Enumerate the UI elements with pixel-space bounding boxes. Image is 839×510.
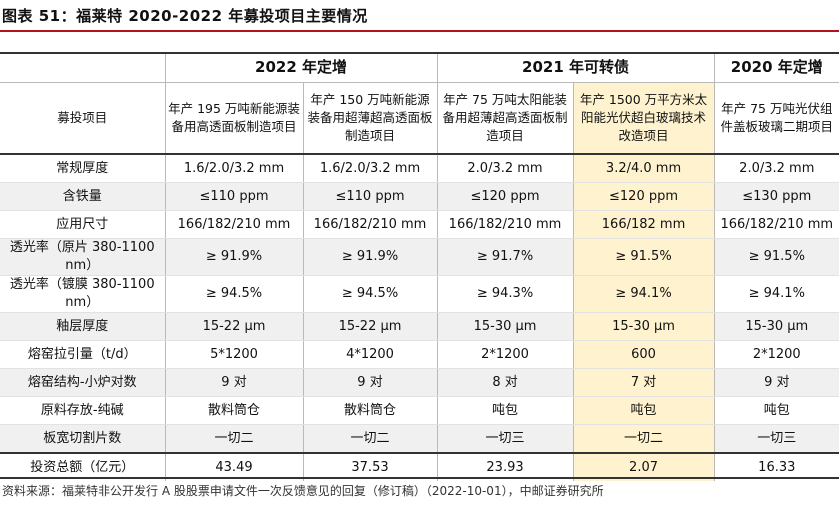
table-cell: 2.07 bbox=[572, 452, 715, 481]
table-cell: 1.6/2.0/3.2 mm bbox=[164, 154, 303, 183]
table-cell: 2.0/3.2 mm bbox=[713, 154, 839, 183]
project-name: 年产 75 万吨太阳能装备用超薄超高透面板制造项目 bbox=[436, 82, 574, 155]
table-cell: 23.93 bbox=[436, 452, 574, 481]
row-label: 熔窑结构-小炉对数 bbox=[0, 368, 165, 397]
corner-cell bbox=[0, 52, 165, 83]
table-cell: 3.2/4.0 mm bbox=[572, 154, 715, 183]
table-bottom-rule bbox=[0, 477, 839, 479]
table-row: 熔窑拉引量（t/d） 5*1200 4*1200 2*1200 600 2*12… bbox=[0, 340, 839, 369]
table-cell: ≥ 94.1% bbox=[713, 275, 839, 313]
table-row: 应用尺寸 166/182/210 mm 166/182/210 mm 166/1… bbox=[0, 210, 839, 239]
table-cell: 15-30 µm bbox=[713, 312, 839, 341]
row-label: 常规厚度 bbox=[0, 154, 165, 183]
table-cell: ≤110 ppm bbox=[302, 182, 438, 211]
table-top-rule bbox=[0, 52, 839, 54]
table-cell: 166/182/210 mm bbox=[302, 210, 438, 239]
table-cell: 散料筒仓 bbox=[164, 396, 303, 425]
table-cell: 5*1200 bbox=[164, 340, 303, 369]
project-name: 年产 195 万吨新能源装备用高透面板制造项目 bbox=[164, 82, 303, 155]
table-cell: 一切二 bbox=[302, 424, 438, 454]
title-rule bbox=[0, 30, 839, 32]
row-label: 透光率（原片 380-1100 nm） bbox=[0, 238, 165, 276]
table-cell: 一切二 bbox=[572, 424, 715, 454]
table-cell: 吨包 bbox=[713, 396, 839, 425]
table-cell: 16.33 bbox=[713, 452, 839, 481]
table-cell: 15-22 µm bbox=[164, 312, 303, 341]
project-name: 年产 150 万吨新能源装备用超薄超高透面板制造项目 bbox=[302, 82, 438, 155]
total-investment-row: 投资总额（亿元） 43.49 37.53 23.93 2.07 16.33 bbox=[0, 452, 839, 481]
table-row: 板宽切割片数 一切二 一切二 一切三 一切二 一切三 bbox=[0, 424, 839, 454]
source-note: 资料来源：福莱特非公开发行 A 股股票申请文件一次反馈意见的回复（修订稿）（20… bbox=[2, 484, 604, 498]
table-row: 熔窑结构-小炉对数 9 对 9 对 8 对 7 对 9 对 bbox=[0, 368, 839, 397]
row-label: 透光率（镀膜 380-1100 nm） bbox=[0, 275, 165, 313]
table-row: 釉层厚度 15-22 µm 15-22 µm 15-30 µm 15-30 µm… bbox=[0, 312, 839, 341]
table-cell: 2*1200 bbox=[713, 340, 839, 369]
table-cell: ≥ 91.5% bbox=[572, 238, 715, 276]
project-name: 年产 1500 万平方米太阳能光伏超白玻璃技术改造项目 bbox=[572, 82, 715, 155]
table-cell: ≥ 91.5% bbox=[713, 238, 839, 276]
table-row: 透光率（原片 380-1100 nm） ≥ 91.9% ≥ 91.9% ≥ 91… bbox=[0, 238, 839, 276]
table-cell: 2.0/3.2 mm bbox=[436, 154, 574, 183]
table-cell: 一切二 bbox=[164, 424, 303, 454]
group-2020-placement: 2020 年定增 bbox=[713, 52, 839, 83]
table-row: 常规厚度 1.6/2.0/3.2 mm 1.6/2.0/3.2 mm 2.0/3… bbox=[0, 154, 839, 183]
table-cell: 166/182/210 mm bbox=[164, 210, 303, 239]
table-cell: 37.53 bbox=[302, 452, 438, 481]
table-cell: 166/182/210 mm bbox=[713, 210, 839, 239]
project-name-row: 募投项目 年产 195 万吨新能源装备用高透面板制造项目 年产 150 万吨新能… bbox=[0, 82, 839, 155]
table-cell: ≥ 94.3% bbox=[436, 275, 574, 313]
table-cell: 9 对 bbox=[302, 368, 438, 397]
table-cell: 吨包 bbox=[572, 396, 715, 425]
table-cell: 一切三 bbox=[436, 424, 574, 454]
table-cell: 1.6/2.0/3.2 mm bbox=[302, 154, 438, 183]
table-cell: ≥ 94.5% bbox=[164, 275, 303, 313]
table-cell: 43.49 bbox=[164, 452, 303, 481]
table-cell: 15-22 µm bbox=[302, 312, 438, 341]
table-row: 透光率（镀膜 380-1100 nm） ≥ 94.5% ≥ 94.5% ≥ 94… bbox=[0, 275, 839, 313]
row-label: 釉层厚度 bbox=[0, 312, 165, 341]
row-label: 熔窑拉引量（t/d） bbox=[0, 340, 165, 369]
figure-title: 图表 51：福莱特 2020-2022 年募投项目主要情况 bbox=[2, 7, 368, 25]
table-cell: ≥ 91.9% bbox=[302, 238, 438, 276]
table-cell: ≥ 91.7% bbox=[436, 238, 574, 276]
row-label: 投资总额（亿元） bbox=[0, 452, 165, 481]
table-cell: ≥ 91.9% bbox=[164, 238, 303, 276]
fundraising-projects-table: 2022 年定增 2021 年可转债 2020 年定增 募投项目 年产 195 … bbox=[0, 52, 839, 481]
table-row: 原料存放-纯碱 散料筒仓 散料筒仓 吨包 吨包 吨包 bbox=[0, 396, 839, 425]
group-2021-convertible: 2021 年可转债 bbox=[436, 52, 715, 83]
table-cell: 一切三 bbox=[713, 424, 839, 454]
table-cell: 吨包 bbox=[436, 396, 574, 425]
table-cell: 166/182/210 mm bbox=[436, 210, 574, 239]
table-cell: 15-30 µm bbox=[436, 312, 574, 341]
table-cell: 2*1200 bbox=[436, 340, 574, 369]
table-cell: ≥ 94.1% bbox=[572, 275, 715, 313]
group-2022-placement: 2022 年定增 bbox=[164, 52, 438, 83]
table-cell: 15-30 µm bbox=[572, 312, 715, 341]
table-cell: 9 对 bbox=[164, 368, 303, 397]
table-cell: ≤120 ppm bbox=[572, 182, 715, 211]
table-cell: 9 对 bbox=[713, 368, 839, 397]
row-label: 原料存放-纯碱 bbox=[0, 396, 165, 425]
project-name: 年产 75 万吨光伏组件盖板玻璃二期项目 bbox=[713, 82, 839, 155]
row-label: 应用尺寸 bbox=[0, 210, 165, 239]
table-cell: 7 对 bbox=[572, 368, 715, 397]
table-cell: 4*1200 bbox=[302, 340, 438, 369]
table-cell: ≥ 94.5% bbox=[302, 275, 438, 313]
table-cell: 散料筒仓 bbox=[302, 396, 438, 425]
group-header-row: 2022 年定增 2021 年可转债 2020 年定增 bbox=[0, 52, 839, 83]
row-label: 含铁量 bbox=[0, 182, 165, 211]
table-cell: ≤120 ppm bbox=[436, 182, 574, 211]
table-cell: 166/182 mm bbox=[572, 210, 715, 239]
table-cell: ≤130 ppm bbox=[713, 182, 839, 211]
row-label: 板宽切割片数 bbox=[0, 424, 165, 454]
table-cell: 600 bbox=[572, 340, 715, 369]
table-cell: ≤110 ppm bbox=[164, 182, 303, 211]
row-header-label: 募投项目 bbox=[0, 82, 165, 155]
table-cell: 8 对 bbox=[436, 368, 574, 397]
table-row: 含铁量 ≤110 ppm ≤110 ppm ≤120 ppm ≤120 ppm … bbox=[0, 182, 839, 211]
